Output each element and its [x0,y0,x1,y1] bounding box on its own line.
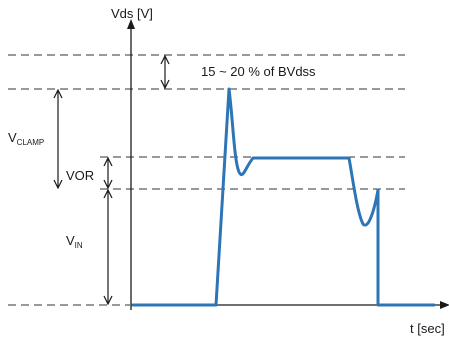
vds-waveform [131,87,436,307]
vin-label: VIN [66,233,83,250]
vclamp-label: VCLAMP [8,130,44,147]
x-axis-label: t [sec] [410,321,445,336]
vin-subscript: IN [75,241,83,250]
vin-main: V [66,233,75,248]
vor-label: VOR [66,168,94,183]
vclamp-main: V [8,130,17,145]
dimension-arrows [58,57,165,303]
vclamp-subscript: CLAMP [17,138,45,147]
y-axis-label: Vds [V] [111,6,153,21]
bvdss-margin-label: 15 ~ 20 % of BVdss [201,64,316,79]
